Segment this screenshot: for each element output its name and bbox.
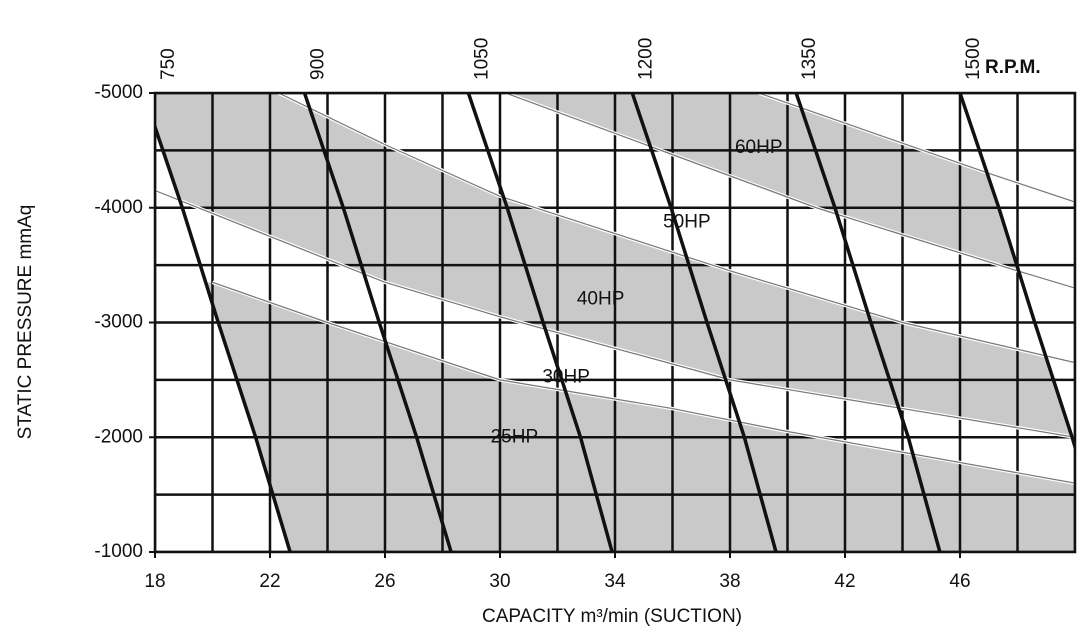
y-tick-label: -2000: [94, 426, 143, 447]
x-axis-title: CAPACITY m³/min (SUCTION): [482, 606, 742, 627]
rpm-unit: R.P.M.: [985, 57, 1041, 78]
band-label: 50HP: [663, 212, 711, 233]
y-tick-label: -3000: [94, 312, 143, 333]
band-label: 60HP: [735, 137, 783, 158]
rpm-line: [958, 93, 1075, 453]
y-tick-label: -5000: [94, 82, 143, 103]
plot-area: [155, 93, 1075, 552]
hp-curve: [505, 93, 1075, 289]
rpm-line: [794, 93, 942, 552]
band-label: 40HP: [577, 289, 625, 310]
x-tick-label: 22: [259, 571, 280, 592]
x-tick-label: 46: [949, 571, 970, 592]
hp-curve: [212, 281, 1075, 484]
rpm-label: 1050: [471, 38, 492, 80]
hp-curve: [278, 93, 1075, 364]
hp-curve: [155, 189, 1075, 438]
x-tick-label: 34: [604, 571, 626, 592]
band-label: 25HP: [491, 426, 539, 447]
x-tick-label: 30: [489, 571, 510, 592]
y-tick-label: -4000: [94, 197, 143, 218]
rpm-line: [155, 121, 292, 552]
y-tick-label: -1000: [94, 541, 143, 562]
rpm-label: 1200: [635, 38, 656, 80]
x-tick-label: 18: [144, 571, 165, 592]
rpm-label: 750: [158, 48, 179, 80]
rpm-line: [466, 93, 614, 552]
rpm-line: [302, 93, 453, 552]
rpm-label: 1350: [799, 38, 820, 80]
x-tick-label: 26: [374, 571, 395, 592]
x-tick-label: 38: [719, 571, 740, 592]
x-tick-label: 42: [834, 571, 855, 592]
rpm-label: 1500: [963, 38, 984, 80]
rpm-line: [630, 93, 778, 552]
y-axis-title: STATIC PRESSURE mmAq: [15, 205, 36, 440]
band-label: 30HP: [542, 367, 590, 388]
rpm-label: 900: [308, 48, 329, 80]
hp-curve: [758, 93, 1075, 203]
